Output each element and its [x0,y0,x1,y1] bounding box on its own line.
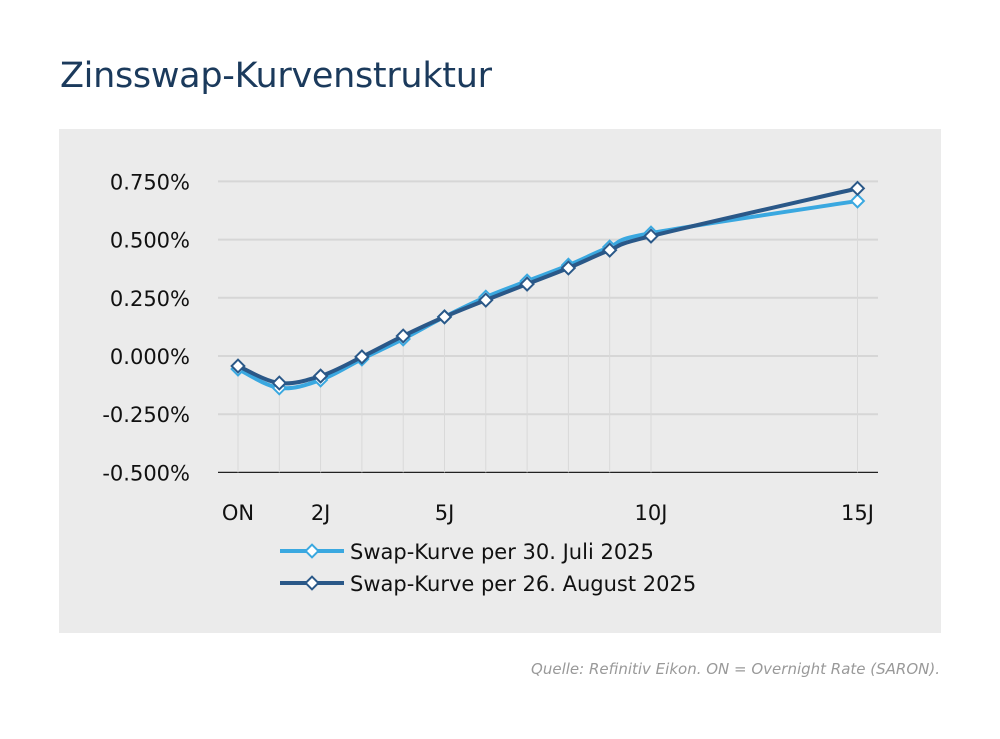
data-point-marker [643,228,659,244]
x-tick-label: 2J [311,501,331,525]
y-tick-label: -0.500% [102,461,190,485]
data-point-marker [601,242,618,258]
y-tick-label: 0.500% [110,229,190,253]
data-point-marker [312,368,329,384]
data-point-marker [560,260,577,276]
legend-label: Swap-Kurve per 26. August 2025 [350,572,696,596]
legend-marker [304,575,320,591]
x-tick-label: ON [222,501,254,525]
data-point-marker [478,292,494,308]
y-tick-label: 0.250% [110,287,190,311]
data-point-marker [849,193,866,209]
data-point-marker [395,328,411,344]
series-line-2 [237,186,858,386]
data-point-marker [230,358,246,374]
x-tick-label: 5J [435,501,455,525]
y-tick-label: -0.250% [102,403,190,427]
legend-label: Swap-Kurve per 30. Juli 2025 [350,540,654,564]
series-line-1 [237,198,858,391]
source-note: Quelle: Refinitiv Eikon. ON = Overnight … [531,660,940,678]
chart-panel [59,129,941,633]
data-point-marker [436,309,453,325]
x-tick-label: 10J [635,501,668,525]
legend-marker [304,543,320,559]
page-title: Zinsswap-Kurvenstruktur [60,56,492,96]
data-point-marker [354,349,370,365]
y-tick-label: 0.000% [110,345,190,369]
data-point-marker [849,180,866,197]
data-point-marker [519,276,535,292]
y-tick-label: 0.750% [110,170,190,194]
x-tick-label: 15J [841,501,874,525]
data-point-marker [271,375,288,391]
